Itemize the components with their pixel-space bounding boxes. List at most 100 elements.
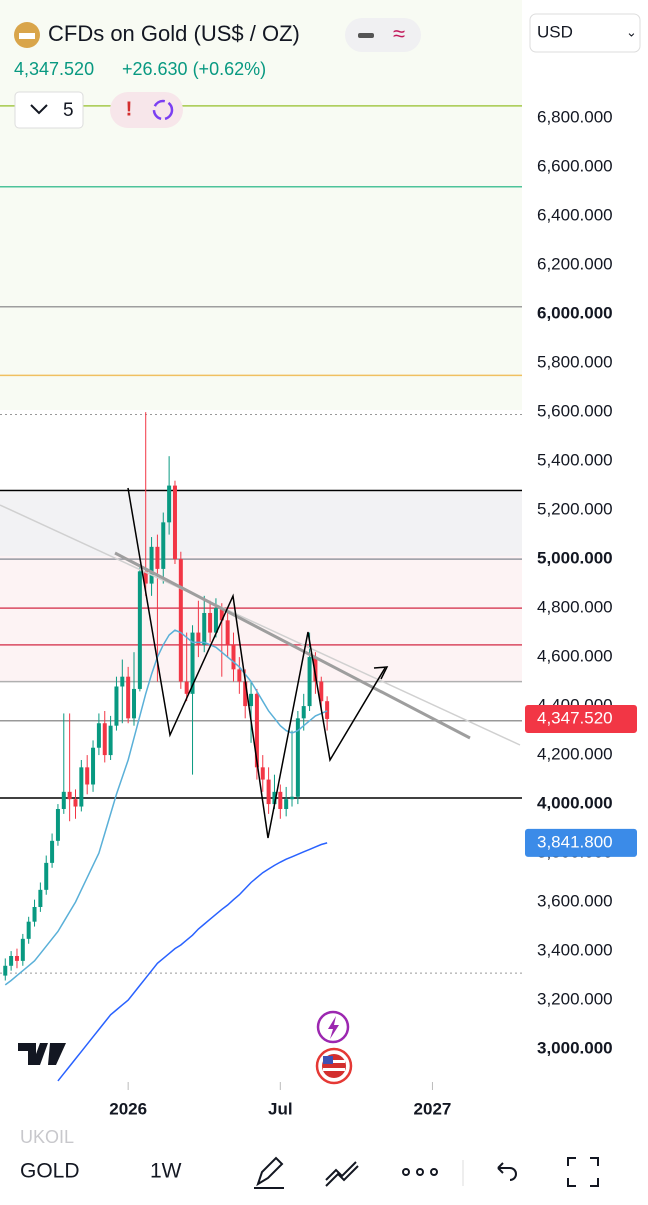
faded-symbol: UKOIL — [20, 1127, 74, 1147]
y-tick-label: 3,400.000 — [537, 941, 613, 960]
y-tick-label: 5,200.000 — [537, 500, 613, 519]
icon: ≈ — [393, 21, 405, 46]
icon — [323, 1068, 345, 1071]
price-axis: 3,000.0003,200.0003,400.0003,600.0003,80… — [109, 108, 637, 1118]
candle-body — [38, 889, 43, 907]
logo — [18, 1043, 66, 1065]
candle-body — [295, 718, 300, 797]
more-button[interactable] — [402, 1168, 438, 1176]
candle-body — [225, 620, 230, 645]
candle-body — [155, 546, 160, 569]
y-tick-label: 6,800.000 — [537, 108, 613, 127]
candle-body — [132, 688, 137, 719]
currency-select[interactable] — [529, 13, 641, 53]
trend-line — [0, 504, 521, 746]
candle-body — [307, 657, 312, 707]
price-change: +26.630 (+0.62%) — [122, 59, 266, 79]
candle-body — [237, 669, 242, 682]
undo-button[interactable] — [497, 1162, 517, 1181]
indicators-tool[interactable] — [325, 1161, 359, 1187]
candle-body — [178, 559, 183, 682]
candle-body — [301, 706, 306, 719]
y-tick-label: 4,600.000 — [537, 647, 613, 666]
trend-line — [114, 551, 471, 740]
price-label: 4,347.520 — [537, 708, 613, 727]
candle-body — [167, 485, 172, 523]
zigzag-drawing — [127, 487, 386, 839]
candle-body — [208, 612, 213, 633]
candle-body — [172, 485, 177, 560]
y-tick-label: 6,200.000 — [537, 255, 613, 274]
x-tick-label: 2027 — [414, 1099, 452, 1118]
candle-body — [196, 632, 201, 645]
zone — [0, 492, 522, 556]
candle-body — [319, 681, 324, 702]
y-tick-label: 5,400.000 — [537, 451, 613, 470]
candle-body — [9, 955, 14, 966]
indicator-count: 5 — [63, 100, 74, 121]
icon-bar — [19, 33, 35, 39]
y-tick-label: 4,200.000 — [537, 745, 613, 764]
candle-body — [260, 767, 265, 780]
chevron: ⌄ — [626, 24, 637, 39]
candle-body — [55, 808, 60, 841]
candle-body — [213, 608, 218, 633]
candle-body — [313, 657, 318, 682]
candle-body — [243, 681, 248, 707]
candle-body — [266, 779, 271, 805]
moving-average — [57, 842, 328, 1082]
fullscreen-button[interactable] — [567, 1157, 599, 1187]
price-label-box — [525, 704, 637, 733]
x-tick-label: 2026 — [109, 1099, 147, 1118]
candle-body — [96, 723, 101, 748]
candle-body — [190, 632, 195, 694]
candle-body — [108, 725, 113, 756]
candle-body — [290, 796, 295, 800]
candle-body — [102, 723, 107, 756]
status-pill[interactable] — [345, 18, 421, 52]
draw-tool[interactable] — [254, 1156, 284, 1189]
chevron — [30, 104, 48, 115]
candle-body — [231, 644, 236, 670]
candle-body — [219, 608, 224, 621]
y-tick-label: 3,600.000 — [537, 892, 613, 911]
candle-body — [254, 693, 259, 768]
symbol[interactable]: GOLD — [20, 1160, 80, 1183]
candle-body — [67, 791, 72, 800]
interval[interactable]: 1W — [150, 1160, 182, 1183]
indicator-toggle[interactable] — [14, 91, 84, 129]
candle-body — [32, 906, 37, 922]
arrow-head — [373, 666, 389, 680]
zone — [0, 0, 522, 410]
y-tick-label: 4,800.000 — [537, 598, 613, 617]
icon — [152, 99, 174, 121]
symbol-title[interactable]: CFDs on Gold (US$ / OZ) — [48, 21, 300, 46]
candle-body — [73, 799, 78, 807]
candle-body — [284, 799, 289, 809]
candle-body — [272, 791, 277, 805]
icon: ! — [126, 98, 133, 120]
candle-body — [14, 955, 19, 961]
icon — [323, 1060, 345, 1063]
moving-average — [4, 629, 328, 986]
price-label-box — [525, 828, 637, 857]
candle-body — [184, 681, 189, 694]
candle-body — [161, 522, 166, 569]
x-tick-label: Jul — [268, 1099, 293, 1118]
candle-body — [79, 767, 84, 807]
candle-body — [44, 862, 49, 890]
zone — [0, 556, 522, 681]
candle-body — [114, 686, 119, 726]
y-tick-label: 4,000.000 — [537, 794, 613, 813]
y-tick-label: 6,000.000 — [537, 304, 613, 323]
candle-body — [278, 791, 283, 809]
candle-body — [91, 747, 96, 785]
candle-body — [50, 840, 55, 863]
y-tick-label: 3,000.000 — [537, 1039, 613, 1058]
icon — [328, 1016, 339, 1039]
icon — [358, 33, 374, 38]
candle-body — [20, 938, 25, 961]
y-tick-label: 5,800.000 — [537, 353, 613, 372]
candle-body — [325, 701, 330, 719]
